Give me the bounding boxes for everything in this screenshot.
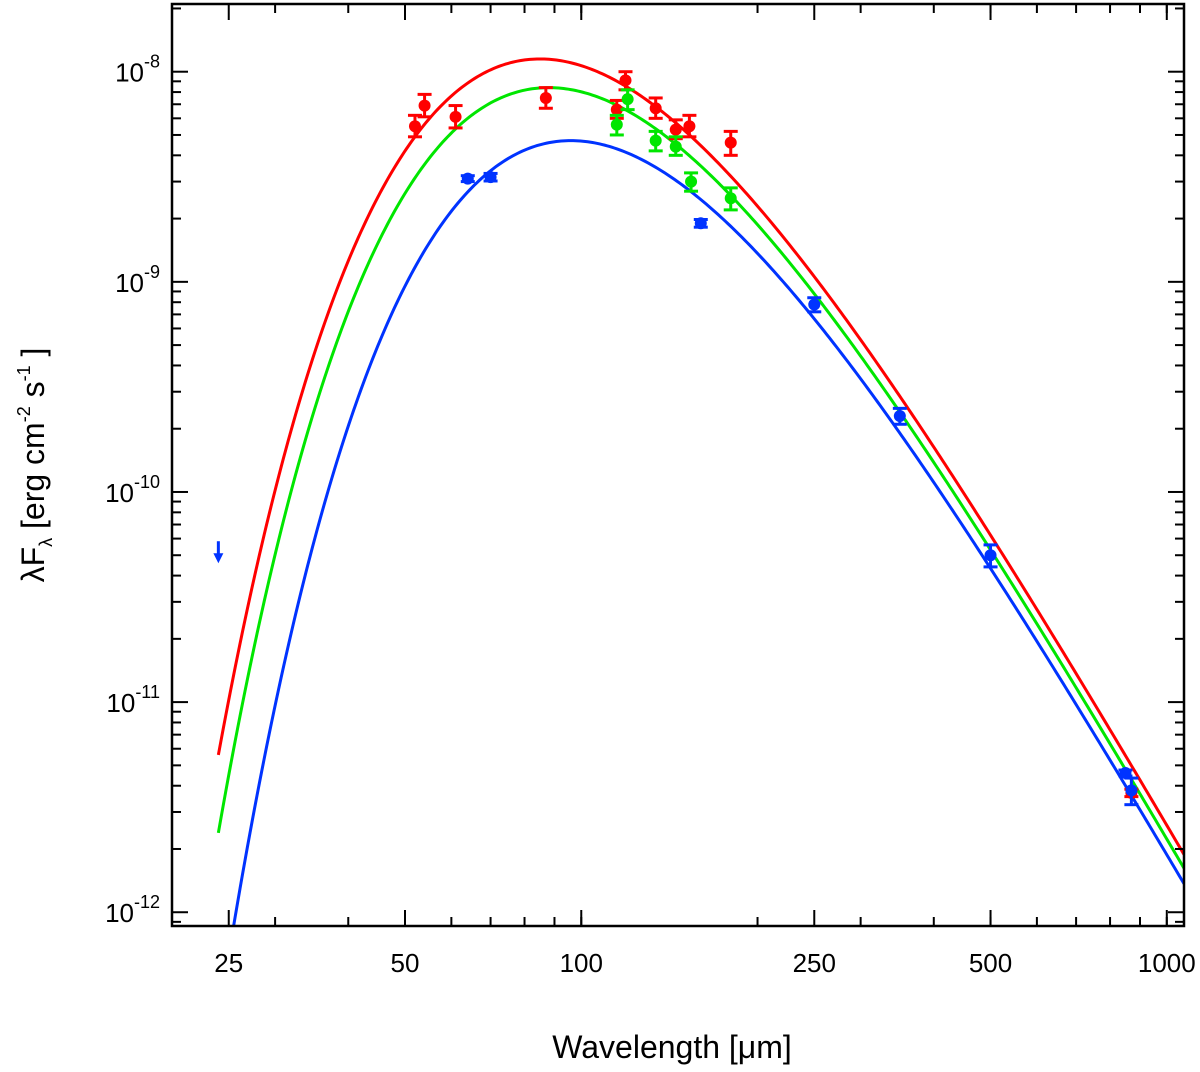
data-point [648,129,663,153]
data-point [723,129,738,157]
data-point [448,104,463,130]
x-tick-label: 25 [214,948,243,978]
data-point [483,171,498,184]
data-point [648,96,663,120]
data-point [723,186,738,212]
y-tick-labels: 10-8 10-9 10-10 10-11 10-12 [105,52,160,929]
model-curves [216,57,1184,926]
data-point [1124,776,1139,807]
data-point [609,113,624,137]
x-axis-title: Wavelength [μm] [552,1029,792,1065]
x-tick-label: 500 [969,948,1012,978]
model-curve-2 [232,139,1184,926]
x-tick-label: 50 [391,948,420,978]
plot-frame [170,2,1186,928]
x-tick-label: 1000 [1138,948,1196,978]
model-curve-1 [216,86,1184,869]
data-point [684,171,699,193]
x-tick-labels: 25 50 100 250 500 1000 [214,948,1195,978]
data-point [693,217,708,230]
x-tick-label: 250 [793,948,836,978]
data-point [618,70,633,92]
data-point [407,113,422,139]
data-point [983,543,998,569]
data-point [1118,766,1133,779]
data-point [807,296,822,314]
y-tick-label: 10-12 [105,892,160,928]
y-axis-title: λFλ [erg cm-2 s-1 ] [14,348,56,583]
data-point [682,113,697,139]
y-tick-label: 10-8 [115,52,160,88]
data-point [417,92,432,119]
data-point [892,406,907,426]
data-points [213,70,1139,807]
model-curve-0 [216,57,1184,856]
data-point [538,86,553,110]
y-tick-label: 10-10 [105,472,160,508]
upper-limit-arrow [213,541,224,564]
data-point [620,88,635,112]
data-point [460,172,475,185]
y-tick-label: 10-9 [115,262,160,298]
axis-ticks [171,4,1184,926]
y-tick-label: 10-11 [106,682,160,718]
data-point [668,135,683,157]
x-tick-label: 100 [560,948,603,978]
